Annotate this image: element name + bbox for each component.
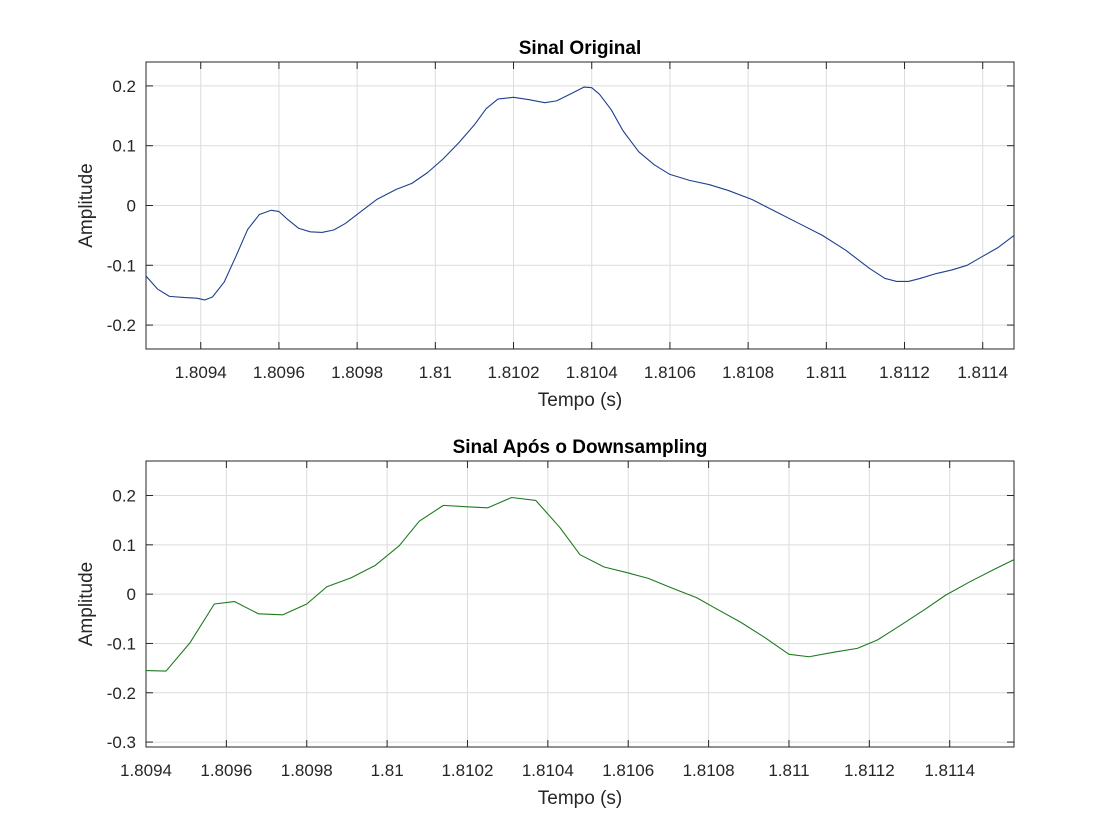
grid xyxy=(146,62,1014,349)
y-tick-label: -0.2 xyxy=(107,316,136,335)
x-tick-label: 1.8112 xyxy=(879,363,930,382)
series-group xyxy=(146,496,1014,672)
x-tick-label: 1.8098 xyxy=(281,761,333,780)
y-tick-label: -0.1 xyxy=(107,634,136,653)
x-axis-label: Tempo (s) xyxy=(538,390,622,411)
x-tick-label: 1.8098 xyxy=(331,363,383,382)
series-group xyxy=(146,86,1014,301)
tick-group: 1.8094 1.8096 1.8098 1.81 1.8102 1.8104 1.8106… xyxy=(107,461,1014,780)
x-tick-label: 1.8114 xyxy=(957,363,1008,382)
x-tick-label: 1.8094 xyxy=(120,761,172,780)
x-tick-label: 1.8112 xyxy=(844,761,895,780)
y-tick-label: -0.1 xyxy=(107,256,136,275)
x-tick-label: 1.8106 xyxy=(644,363,696,382)
chart-title: Sinal Após o Downsampling xyxy=(453,437,708,458)
x-tick-label: 1.8108 xyxy=(722,363,774,382)
x-tick-label: 1.811 xyxy=(768,761,809,780)
y-tick-label: 0.1 xyxy=(112,536,136,555)
y-tick-label: 0 xyxy=(127,585,136,604)
x-tick-label: 1.8106 xyxy=(602,761,654,780)
plot-area-frame xyxy=(145,460,1015,748)
y-axis-label: Amplitude xyxy=(76,163,97,248)
x-tick-label: 1.8108 xyxy=(683,761,735,780)
x-tick-label: 1.8096 xyxy=(200,761,252,780)
x-tick-label: 1.8094 xyxy=(175,363,227,382)
chart-sinal-original: 1.8094 1.8096 1.8098 1.81 1.8102 1.8104 1.8106… xyxy=(76,38,1015,411)
y-tick-label: -0.2 xyxy=(107,684,136,703)
x-tick-label: 1.8114 xyxy=(924,761,975,780)
x-tick-label: 1.8104 xyxy=(522,761,574,780)
x-tick-label: 1.81 xyxy=(371,761,404,780)
x-tick-label: 1.8102 xyxy=(488,363,540,382)
chart-title: Sinal Original xyxy=(519,38,641,59)
x-tick-label: 1.8096 xyxy=(253,363,305,382)
x-tick-label: 1.8104 xyxy=(566,363,618,382)
y-tick-label: 0.2 xyxy=(112,77,136,96)
x-axis-label: Tempo (s) xyxy=(538,788,622,809)
tick-group: 1.8094 1.8096 1.8098 1.81 1.8102 1.8104 1.8106… xyxy=(107,62,1014,382)
x-tick-label: 1.811 xyxy=(806,363,847,382)
x-tick-label: 1.8102 xyxy=(441,761,493,780)
chart-sinal-downsampling: 1.8094 1.8096 1.8098 1.81 1.8102 1.8104 1.8106… xyxy=(76,437,1015,809)
series-line xyxy=(146,86,1014,301)
series-line xyxy=(146,496,1014,672)
x-tick-label: 1.81 xyxy=(419,363,452,382)
y-tick-label: 0 xyxy=(127,197,136,216)
y-tick-label: 0.1 xyxy=(112,137,136,156)
y-tick-label: 0.2 xyxy=(112,487,136,506)
y-axis-label: Amplitude xyxy=(76,562,97,647)
grid xyxy=(145,461,1014,747)
y-tick-label: -0.3 xyxy=(107,733,136,752)
